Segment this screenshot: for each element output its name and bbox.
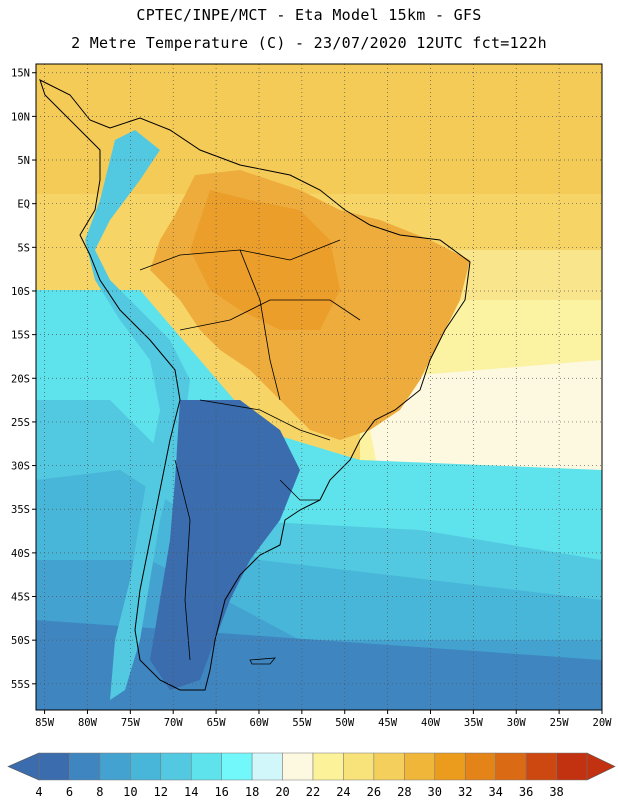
map-subtitle: 2 Metre Temperature (C) - 23/07/2020 12U… [71,34,547,52]
map-title: CPTEC/INPE/MCT - Eta Model 15km - GFS [136,6,482,24]
lon-label: 40W [421,717,441,729]
lat-label: 30S [11,461,30,473]
colorbar-label: 6 [66,785,73,799]
colorbar-min-arrow [7,752,40,781]
latitude-labels: 15N 10N 5N EQ 5S 10S 15S 20S 25S 30S 35S 40S 45S 50S 5… [11,68,30,691]
lat-label: 55S [11,679,30,691]
lon-label: 75W [121,717,141,729]
andes-cold-strip [85,130,190,700]
colorbar-swatch [434,752,466,781]
colorbar-label: 18 [245,785,259,799]
map-frame [35,63,603,711]
lon-label: 45W [378,717,398,729]
colorbar-swatch [282,752,314,781]
border-line [239,249,281,401]
colorbar-label: 10 [123,785,137,799]
colorbar-label: 34 [488,785,502,799]
lon-label: 80W [78,717,98,729]
colorbar-label: 28 [397,785,411,799]
lon-label: 35W [464,717,484,729]
colorbar-max-arrow [586,752,616,781]
map-field [36,64,602,710]
colorbar-swatch [190,752,222,781]
border-line [179,299,361,331]
border-line [199,399,331,441]
colorbar-swatch [251,752,283,781]
colorbar-swatch [373,752,405,781]
colorbar-swatch [525,752,557,781]
colorbar-swatch [38,752,70,781]
south-america-coastline [39,79,471,691]
falklands-outline [249,657,276,665]
lat-label: 40S [11,548,30,560]
lat-label: 15N [11,68,30,80]
lat-label: 20S [11,373,30,385]
lat-label: 5S [17,242,30,254]
lat-label: 5N [17,155,30,167]
patagonia-cold-zone [150,400,300,690]
colorbar-label: 24 [336,785,350,799]
colorbar-labels: 4 6 8 10 12 14 16 18 20 22 24 26 28 30 32 34 36 38 [35,785,563,799]
colorbar-swatch [130,752,162,781]
colorbar-label: 8 [96,785,103,799]
colorbar-label: 26 [367,785,381,799]
lon-label: 25W [550,717,570,729]
lon-label: 85W [35,717,55,729]
lat-label: 50S [11,635,30,647]
lon-label: 65W [207,717,227,729]
colorbar-label: 38 [549,785,563,799]
lon-label: 70W [164,717,184,729]
colorbar-swatch [160,752,192,781]
colorbar-label: 12 [154,785,168,799]
lat-label: 10S [11,286,30,298]
colorbar-label: 32 [458,785,472,799]
colorbar [7,752,616,781]
lon-label: 20W [593,717,613,729]
colorbar-label: 22 [306,785,320,799]
lat-label: 10N [11,111,30,123]
lat-label: EQ [17,199,30,211]
lon-label: 55W [292,717,312,729]
colorbar-swatch [69,752,101,781]
colorbar-label: 16 [214,785,228,799]
lon-label: 50W [335,717,355,729]
colorbar-swatch [343,752,375,781]
colorbar-swatch [556,752,588,781]
colorbar-label: 30 [428,785,442,799]
border-line [174,459,191,661]
lat-label: 25S [11,417,30,429]
colorbar-label: 4 [35,785,42,799]
lat-label: 15S [11,330,30,342]
map-ticks [32,72,603,714]
lon-label: 60W [249,717,269,729]
colorbar-swatch [312,752,344,781]
colorbar-label: 36 [519,785,533,799]
colorbar-swatch [495,752,527,781]
lon-label: 30W [507,717,527,729]
colorbar-label: 20 [275,785,289,799]
lat-label: 45S [11,592,30,604]
colorbar-swatch [404,752,436,781]
longitude-labels: 85W 80W 75W 70W 65W 60W 55W 50W 45W 40W 35W 30W 25W 2… [35,717,612,729]
border-line [279,479,320,501]
lat-label: 35S [11,504,30,516]
colorbar-swatch [99,752,131,781]
amazon-hot-core [190,190,340,330]
colorbar-label: 14 [184,785,198,799]
colorbar-swatch [221,752,253,781]
colorbar-swatch [464,752,496,781]
